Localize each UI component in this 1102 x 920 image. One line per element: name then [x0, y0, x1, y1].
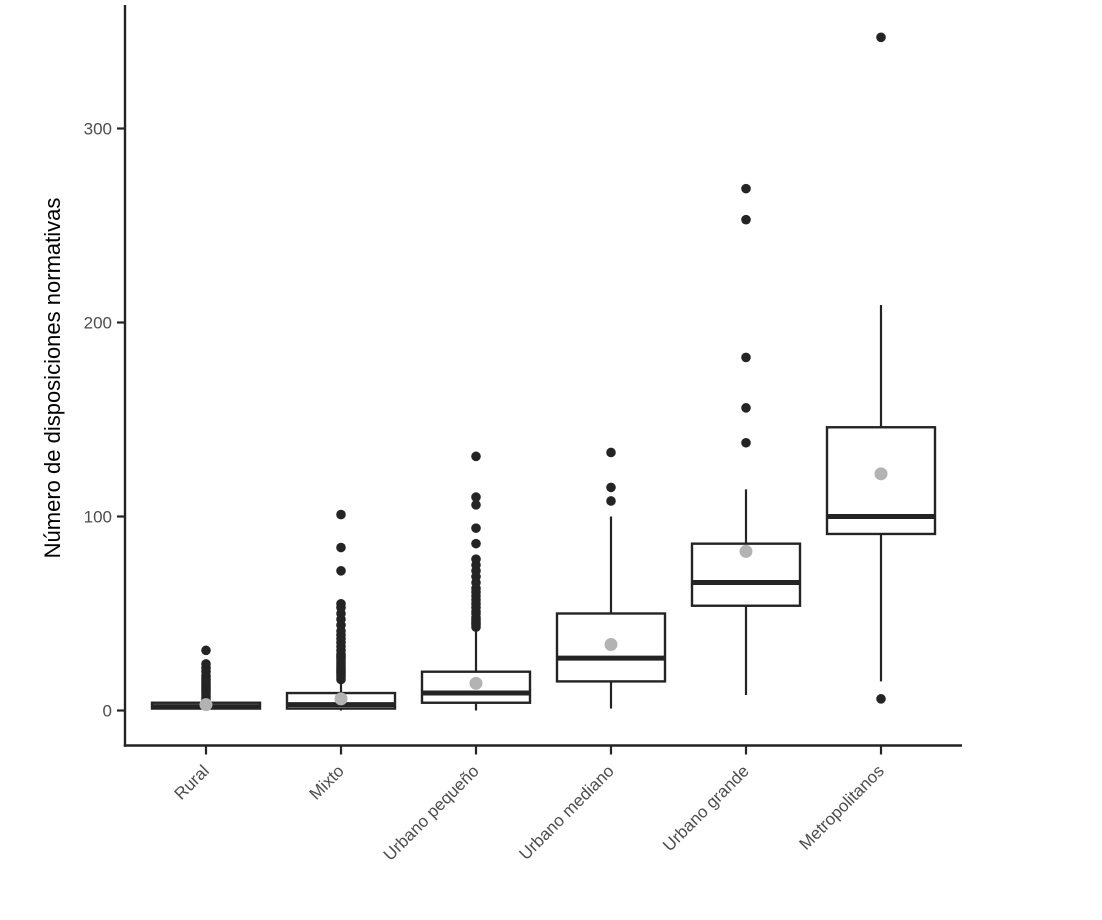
outlier-point — [336, 509, 346, 520]
outlier-point — [876, 32, 886, 43]
mean-marker — [334, 692, 348, 706]
x-tick-label: Rural — [171, 761, 213, 803]
outlier-point — [471, 523, 481, 533]
outlier-point — [741, 403, 751, 413]
mean-marker — [739, 544, 753, 558]
boxplot-metropolitanos: Metropolitanos — [796, 32, 937, 854]
outlier-point — [471, 492, 481, 502]
x-tick-label: Urbano pequeño — [380, 761, 483, 864]
outlier-point — [471, 538, 481, 549]
plot-layer: 0 100 200 300 Rural Mixto Urbano pequeño Urbano… — [84, 5, 962, 864]
y-tick-label: 0 — [103, 702, 112, 721]
outlier-point — [201, 645, 211, 656]
boxplot-rural: Rural — [150, 645, 262, 804]
x-tick-label: Urbano grande — [659, 761, 753, 855]
outlier-point — [336, 599, 346, 609]
outlier-point — [741, 352, 751, 363]
x-tick-label: Urbano mediano — [516, 761, 618, 863]
outlier-point — [876, 694, 886, 704]
outlier-point — [201, 659, 211, 669]
outlier-point — [606, 482, 616, 493]
boxplot-mixto: Mixto — [285, 509, 397, 804]
outlier-point — [471, 554, 481, 564]
y-tick-label: 300 — [84, 120, 112, 139]
outlier-point — [606, 496, 616, 506]
mean-marker — [469, 676, 483, 690]
x-tick-label: Metropolitanos — [796, 761, 888, 853]
x-tick-label: Mixto — [306, 761, 348, 803]
y-tick-label: 200 — [84, 314, 112, 333]
outlier-point — [606, 447, 616, 458]
mean-marker — [874, 467, 888, 481]
y-axis-title: Número de disposiciones normativas — [40, 198, 65, 559]
outlier-point — [741, 214, 751, 225]
outlier-point — [741, 437, 751, 448]
boxplot-urbano-grande: Urbano grande — [659, 183, 802, 855]
boxplot-urbano-mediano: Urbano mediano — [516, 447, 667, 864]
mean-marker — [604, 638, 618, 652]
boxplot-urbano-pequeño: Urbano pequeño — [380, 451, 532, 864]
outlier-point — [471, 451, 481, 462]
outlier-point — [336, 566, 346, 576]
y-tick-label: 100 — [84, 508, 112, 527]
mean-marker — [199, 698, 213, 712]
outlier-point — [471, 500, 481, 510]
outlier-point — [336, 542, 346, 553]
outlier-point — [741, 183, 751, 194]
